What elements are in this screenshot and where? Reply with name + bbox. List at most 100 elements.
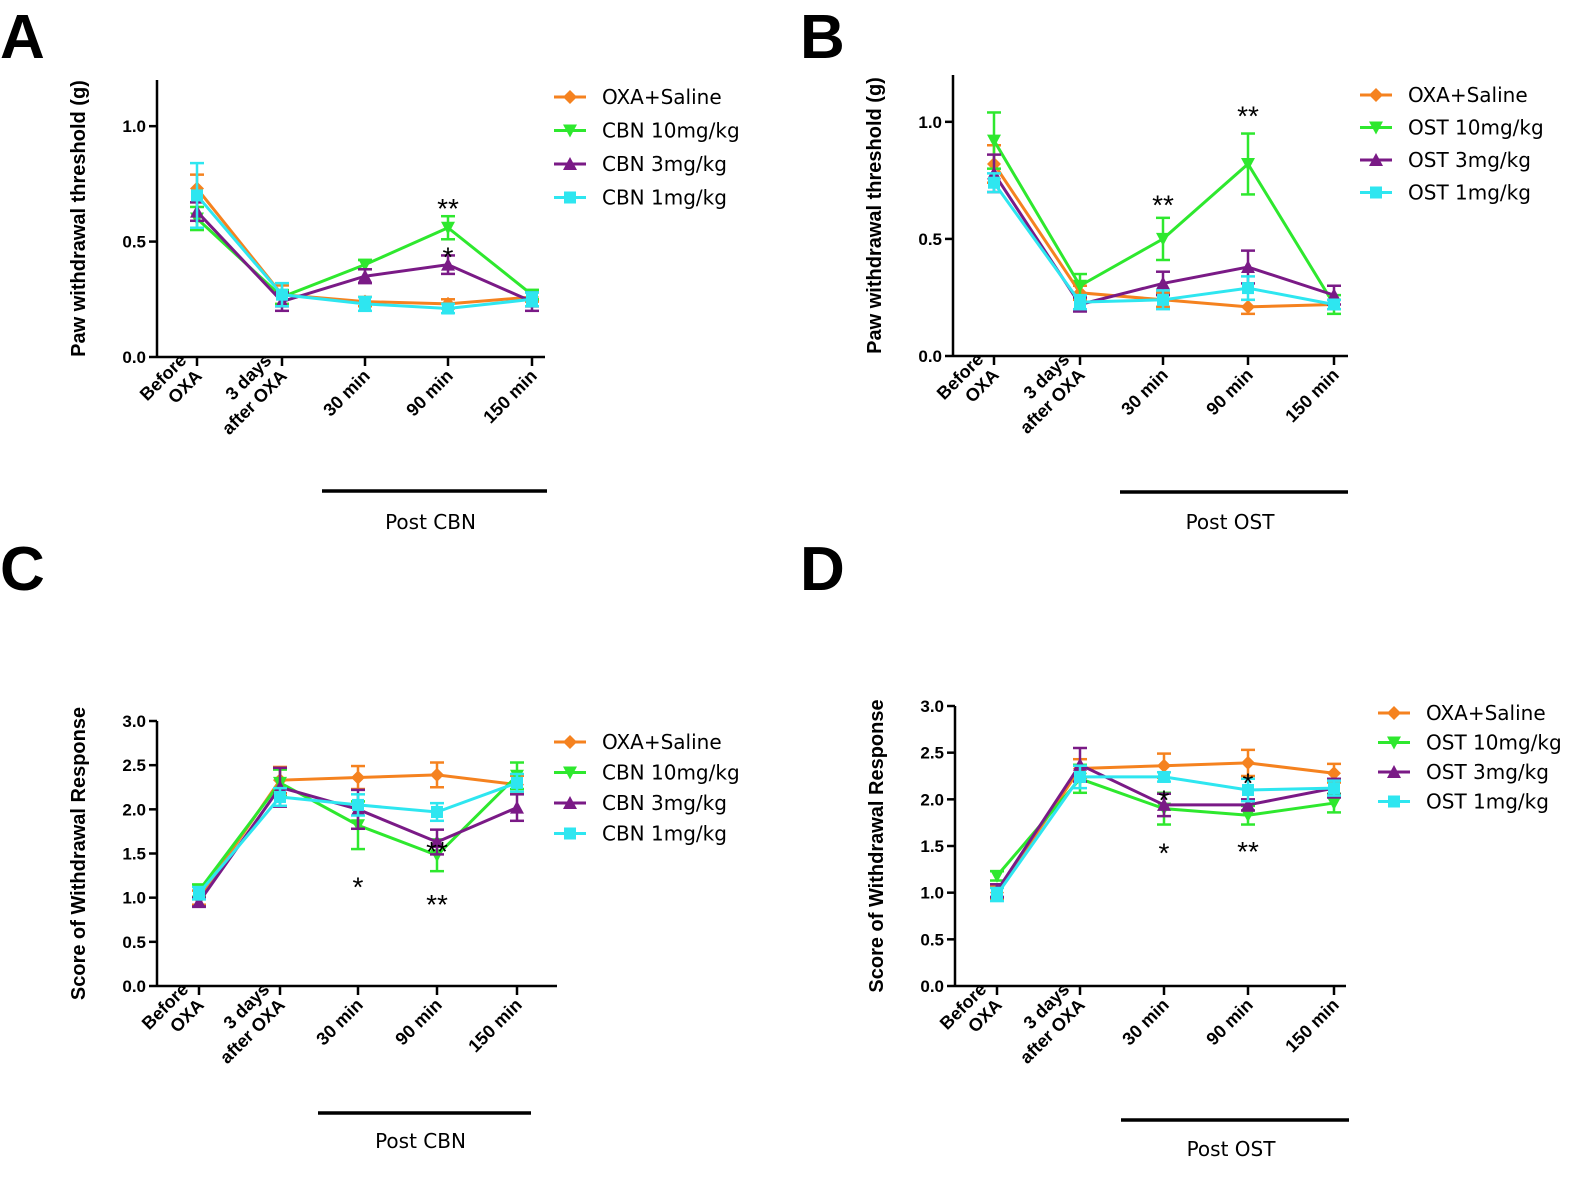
data-point [990,869,1004,883]
y-tick-label: 0.5 [122,933,146,952]
x-tick-label: 3 daysafter OXA [1000,979,1088,1067]
y-tick-label: 1.0 [920,884,944,903]
y-tick-label: 1.5 [122,845,146,864]
legend-entry: CBN 10mg/kg [554,119,740,143]
y-tick-label: 2.5 [122,756,146,775]
significance-marker: * [1159,838,1170,869]
data-point [1241,809,1255,823]
x-tick-label: BeforeOXA [936,979,1006,1049]
legend-entry: CBN 10mg/kg [554,761,740,785]
data-point [1241,797,1255,811]
x-tick-label: 150 min [464,995,526,1057]
y-tick-label: 1.0 [918,113,942,132]
x-tick-label: 30 min [319,366,373,420]
legend-entry: OXA+Saline [554,730,722,754]
legend-marker [563,766,577,780]
legend-entry: OST 10mg/kg [1360,116,1544,140]
post-treatment-label: Post OST [1186,510,1276,534]
y-tick-label: 0.0 [920,977,944,996]
x-tick-label-line: 30 min [319,366,373,420]
legend-label: OXA+Saline [602,730,722,754]
series-saline [190,173,539,311]
y-tick-label: 0.0 [918,347,942,366]
data-point [441,221,455,235]
x-tick-label-line: 90 min [391,995,445,1049]
legend-entry: OXA+Saline [1378,701,1546,725]
series-line [195,217,533,299]
legend-label: CBN 1mg/kg [602,186,727,210]
data-point [1327,797,1341,811]
data-point [1327,288,1341,302]
y-tick-label: 0.5 [122,233,146,252]
panel-letter: C [0,535,45,604]
y-tick-label: 3.0 [920,697,944,716]
legend-marker [1369,88,1383,102]
significance-marker: ** [1152,190,1174,221]
data-point [1073,757,1087,771]
y-tick-label: 1.5 [920,837,944,856]
panel-letter: B [800,3,845,72]
data-point [1074,770,1086,783]
x-tick-label-line: 30 min [312,995,366,1049]
data-point [191,189,203,202]
significance-marker: * [1159,784,1170,815]
data-point [526,293,538,306]
legend-label: OXA+Saline [1408,83,1528,107]
legend-label: OST 3mg/kg [1408,148,1531,172]
significance-marker: * [443,241,454,272]
significance-marker: ** [426,836,448,867]
series-dose10 [190,205,539,306]
x-tick-label: 150 min [1281,365,1343,427]
x-tick-label: 3 daysafter OXA [1000,349,1088,437]
significance-marker: ** [1237,836,1259,867]
data-point [441,257,455,271]
post-treatment-label: Post CBN [385,510,476,534]
x-tick-label: 90 min [402,366,456,420]
x-tick-label-line: 30 min [1117,365,1171,419]
x-tick-label-line: 150 min [1281,365,1343,427]
x-tick-label: 3 daysafter OXA [202,350,290,438]
y-tick-label: 3.0 [122,712,146,731]
x-tick-label: 3 daysafter OXA [200,979,288,1067]
panel-b: B 0.0 0.5 1.0 Paw withdrawal threshold (g) Be… [800,3,1544,534]
significance-marker: * [1243,768,1254,799]
y-axis-title: Paw withdrawal threshold (g) [864,77,886,354]
data-point [1241,299,1255,314]
series-dose1 [192,772,524,901]
legend-label: CBN 3mg/kg [602,791,727,815]
data-point [358,258,372,272]
x-tick-label-line: 90 min [1202,995,1256,1049]
y-axis-title: Paw withdrawal threshold (g) [68,80,90,357]
legend-marker [1369,121,1383,135]
legend-entry: CBN 1mg/kg [554,822,727,846]
y-tick-label: 2.0 [122,800,146,819]
legend-marker [1387,765,1401,778]
legend-label: OST 10mg/kg [1426,731,1562,755]
data-point [988,176,1000,189]
significance-marker: ** [1237,101,1259,132]
data-point [1157,797,1171,811]
series-dose1 [987,172,1341,311]
x-tick-label-line: 150 min [479,366,541,428]
series-dose1 [190,161,539,315]
x-tick-label-line: 150 min [464,995,526,1057]
y-axis-title: Score of Withdrawal Response [68,707,90,1000]
data-point [351,770,365,785]
series-dose3 [190,201,539,313]
legend-marker [563,90,577,104]
data-point [1241,755,1255,770]
data-point [987,134,1001,148]
x-tick-label: BeforeOXA [138,979,208,1049]
legend-marker [1387,736,1401,750]
x-tick-label: 30 min [1118,995,1172,1049]
post-treatment-label: Post CBN [375,1129,466,1153]
legend-marker [1369,153,1383,166]
data-point [442,302,454,315]
data-point [1074,296,1086,309]
data-point [273,780,287,794]
legend-marker [564,191,576,204]
x-tick-label: BeforeOXA [933,349,1003,419]
legend-label: CBN 10mg/kg [602,761,740,785]
x-tick-label: 150 min [479,366,541,428]
data-point [1156,276,1170,290]
